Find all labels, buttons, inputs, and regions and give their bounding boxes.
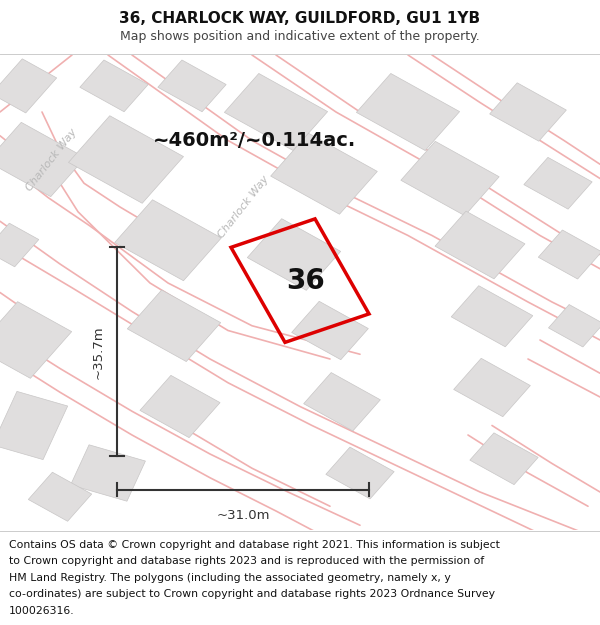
Polygon shape (80, 60, 148, 112)
Polygon shape (490, 83, 566, 141)
Polygon shape (292, 301, 368, 359)
Polygon shape (538, 230, 600, 279)
Polygon shape (28, 472, 92, 521)
Text: ~31.0m: ~31.0m (216, 509, 270, 522)
Polygon shape (356, 74, 460, 151)
Polygon shape (224, 74, 328, 151)
Polygon shape (115, 200, 221, 281)
Polygon shape (470, 433, 538, 484)
Text: Charlock Way: Charlock Way (215, 174, 271, 240)
Text: Map shows position and indicative extent of the property.: Map shows position and indicative extent… (120, 30, 480, 43)
Polygon shape (271, 133, 377, 214)
Polygon shape (0, 302, 71, 378)
Text: to Crown copyright and database rights 2023 and is reproduced with the permissio: to Crown copyright and database rights 2… (9, 556, 484, 566)
Polygon shape (140, 376, 220, 438)
Polygon shape (71, 445, 145, 501)
Polygon shape (524, 158, 592, 209)
Text: Charlock Way: Charlock Way (23, 126, 79, 192)
Polygon shape (68, 116, 184, 203)
Polygon shape (548, 304, 600, 347)
Text: co-ordinates) are subject to Crown copyright and database rights 2023 Ordnance S: co-ordinates) are subject to Crown copyr… (9, 589, 495, 599)
Polygon shape (451, 286, 533, 347)
Polygon shape (0, 391, 68, 459)
Polygon shape (127, 290, 221, 361)
Text: 36, CHARLOCK WAY, GUILDFORD, GU1 1YB: 36, CHARLOCK WAY, GUILDFORD, GU1 1YB (119, 11, 481, 26)
Text: 100026316.: 100026316. (9, 606, 74, 616)
Polygon shape (304, 372, 380, 431)
Polygon shape (454, 358, 530, 417)
Text: ~35.7m: ~35.7m (91, 325, 104, 379)
Polygon shape (401, 141, 499, 216)
Polygon shape (158, 60, 226, 112)
Polygon shape (0, 59, 56, 113)
Text: HM Land Registry. The polygons (including the associated geometry, namely x, y: HM Land Registry. The polygons (includin… (9, 572, 451, 582)
Text: 36: 36 (287, 267, 325, 294)
Text: ~460m²/~0.114ac.: ~460m²/~0.114ac. (153, 131, 356, 150)
Polygon shape (247, 219, 341, 290)
Polygon shape (0, 223, 39, 267)
Polygon shape (435, 211, 525, 279)
Polygon shape (326, 447, 394, 499)
Text: Contains OS data © Crown copyright and database right 2021. This information is : Contains OS data © Crown copyright and d… (9, 539, 500, 549)
Polygon shape (0, 122, 85, 197)
